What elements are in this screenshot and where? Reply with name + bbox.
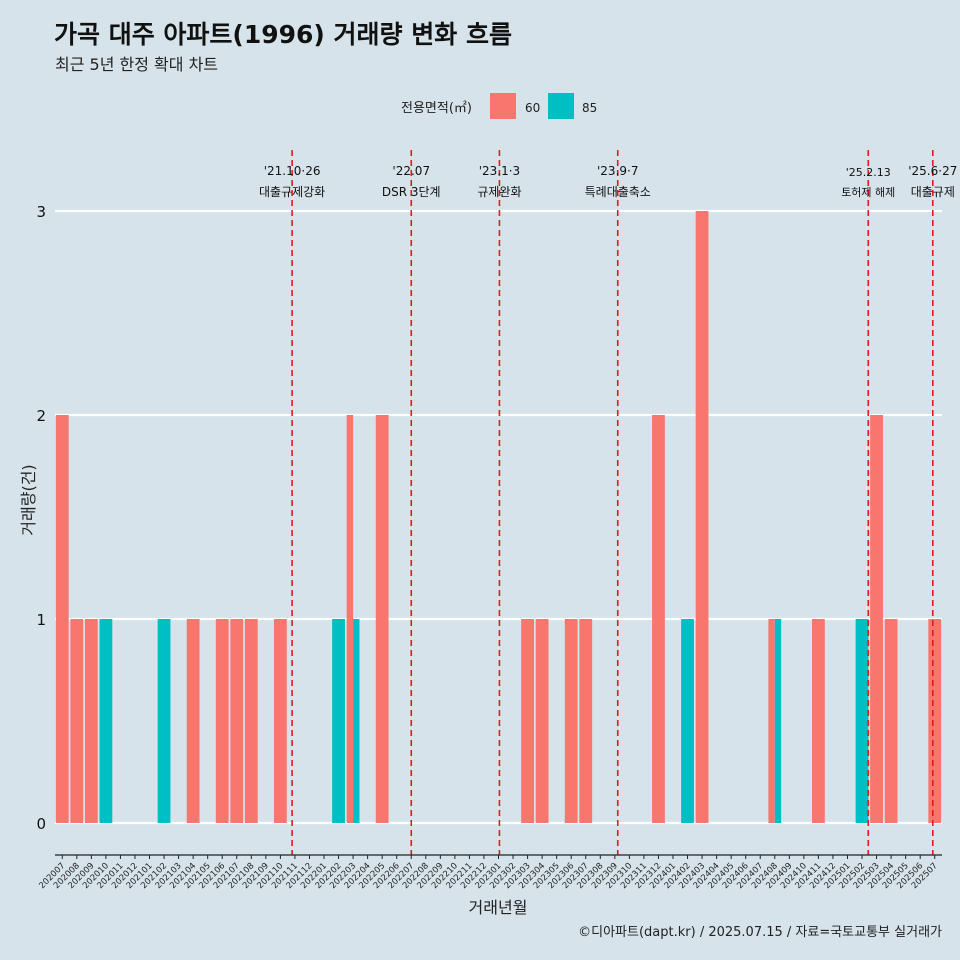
event-text-label: 규제완화 bbox=[477, 185, 521, 199]
bar-202010-85 bbox=[99, 619, 113, 823]
bar-202009-60 bbox=[84, 619, 98, 823]
chart-title: 가곡 대주 아파트(1996) 거래량 변화 흐름 bbox=[54, 20, 512, 49]
bar-202504-60 bbox=[884, 619, 898, 823]
event-date-label: '21.10·26 bbox=[264, 164, 321, 178]
bar-202205-60 bbox=[375, 415, 389, 823]
gridlines bbox=[55, 209, 942, 825]
y-tick-label: 2 bbox=[36, 407, 46, 425]
event-text-label: DSR 3단계 bbox=[382, 185, 441, 199]
y-axis-label: 거래량(건) bbox=[19, 464, 38, 535]
x-axis: 2020072020082020092020102020112020122021… bbox=[37, 854, 942, 891]
event-date-label: '23.1·3 bbox=[479, 164, 520, 178]
bar-202108-60 bbox=[244, 619, 258, 823]
legend-swatch-60 bbox=[490, 93, 516, 119]
y-tick-label: 3 bbox=[36, 203, 46, 221]
bar-202408-60 bbox=[768, 619, 775, 823]
event-date-label: '22.07 bbox=[392, 164, 430, 178]
bar-202202-85 bbox=[332, 619, 345, 823]
bar-202403-60 bbox=[695, 211, 709, 823]
bar-202007-60 bbox=[55, 415, 69, 823]
chart-subtitle: 최근 5년 한정 확대 차트 bbox=[55, 55, 218, 74]
bar-202402-85 bbox=[681, 619, 694, 823]
legend: 전용면적(㎡) 60 85 bbox=[401, 93, 597, 119]
legend-title: 전용면적(㎡) bbox=[401, 101, 472, 116]
x-axis-label: 거래년월 bbox=[469, 898, 528, 917]
bar-202304-60 bbox=[535, 619, 549, 823]
event-date-label: '23.9·7 bbox=[597, 164, 638, 178]
legend-label-60: 60 bbox=[525, 101, 540, 115]
bar-202306-60 bbox=[564, 619, 578, 823]
legend-swatch-85 bbox=[548, 93, 574, 119]
y-axis-ticks: 0 1 2 3 bbox=[36, 203, 46, 833]
bars bbox=[55, 211, 942, 823]
bar-202107-60 bbox=[230, 619, 244, 823]
event-markers: '21.10·26 대출규제강화 '22.07 DSR 3단계 '23.1·3 규제완화 '… bbox=[259, 150, 957, 855]
bar-202408-85 bbox=[774, 619, 782, 823]
event-text-label: 특례대출축소 bbox=[585, 185, 651, 199]
bar-202502-85 bbox=[855, 619, 869, 823]
bar-202203-60 bbox=[346, 415, 354, 823]
bar-202411-60 bbox=[812, 619, 825, 823]
bar-202102-85 bbox=[157, 619, 171, 823]
y-tick-label: 0 bbox=[36, 815, 46, 833]
bar-202203-85 bbox=[353, 619, 360, 823]
y-tick-label: 1 bbox=[36, 611, 46, 629]
bar-202503-60 bbox=[870, 415, 883, 823]
bar-202307-60 bbox=[579, 619, 593, 823]
bar-202104-60 bbox=[186, 619, 200, 823]
bar-202110-60 bbox=[273, 619, 287, 823]
event-text-label: 토허제 해제 bbox=[841, 185, 895, 199]
event-date-label: '25.2.13 bbox=[846, 166, 891, 179]
event-text-label: 대출규제강화 bbox=[259, 185, 325, 199]
bar-202106-60 bbox=[215, 619, 229, 823]
event-date-label: '25.6·27 bbox=[908, 164, 957, 178]
bar-202303-60 bbox=[521, 619, 534, 823]
bar-202507-60 bbox=[928, 619, 942, 823]
chart-caption: ©디아파트(dapt.kr) / 2025.07.15 / 자료=국토교통부 실… bbox=[578, 925, 942, 940]
bar-202008-60 bbox=[70, 619, 84, 823]
bar-202312-60 bbox=[652, 415, 665, 823]
event-text-label: 대출규제 bbox=[911, 185, 955, 199]
legend-label-85: 85 bbox=[582, 101, 597, 115]
